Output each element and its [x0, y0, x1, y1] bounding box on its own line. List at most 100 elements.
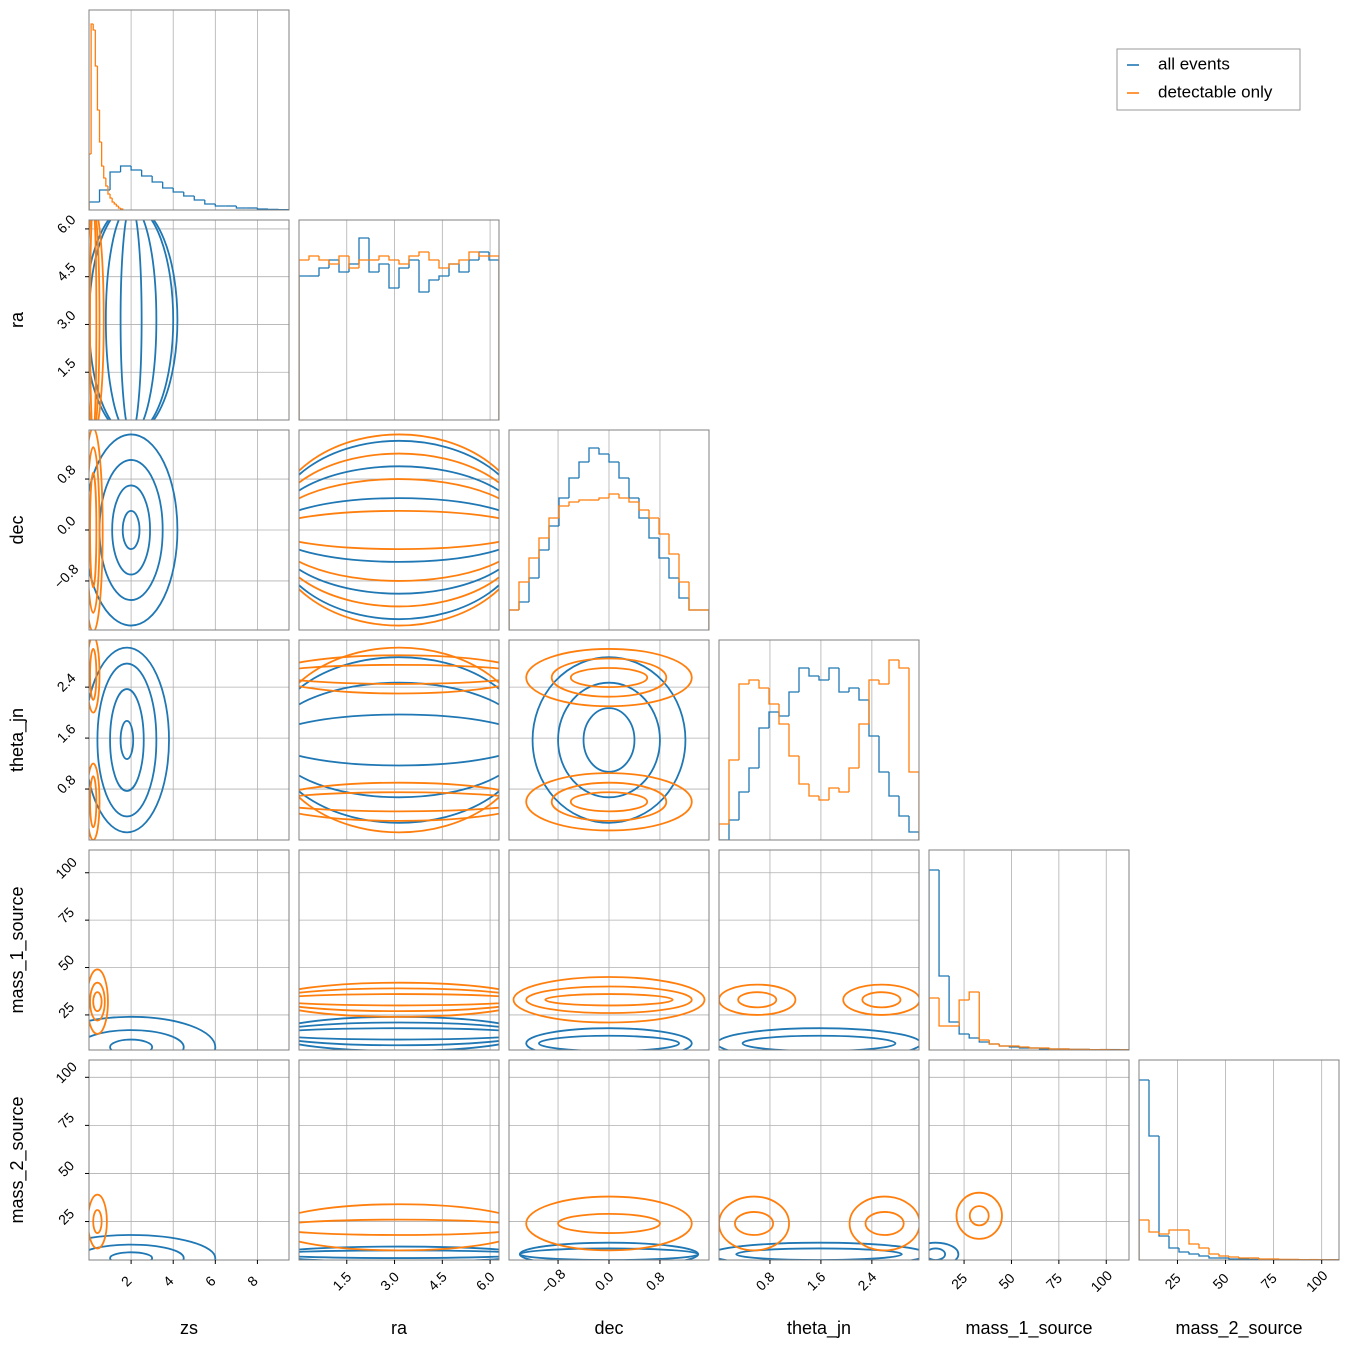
panel-content: [299, 237, 499, 420]
contour: [299, 656, 499, 824]
contour: [525, 1195, 693, 1252]
contour: [512, 976, 706, 1024]
y-tick-label: 50: [55, 1157, 77, 1179]
x-tick-label: 1.5: [329, 1268, 354, 1293]
contour: [89, 762, 101, 840]
panel-frame: [928, 1059, 1130, 1261]
histogram-step: [111, 198, 115, 203]
x-tick-label: 2: [118, 1273, 135, 1290]
contour: [92, 991, 103, 1013]
contour: [89, 1029, 185, 1050]
contour: [299, 791, 499, 813]
histogram-step: [668, 558, 679, 579]
histogram-step: [140, 170, 153, 177]
histogram-step: [568, 501, 579, 506]
contour: [89, 775, 98, 829]
y-tick-label: 4.5: [54, 259, 79, 284]
contour: [299, 452, 499, 608]
panel-content: [299, 433, 499, 627]
histogram-step: [868, 679, 879, 724]
histogram-step: [172, 188, 184, 193]
contour: [518, 1241, 700, 1260]
contour: [544, 993, 674, 1007]
contour: [719, 1195, 790, 1252]
x-tick-label: 8: [244, 1273, 261, 1290]
contour: [719, 983, 797, 1016]
histogram-step: [89, 153, 92, 210]
histogram-step: [256, 208, 268, 210]
contour: [89, 648, 98, 701]
histogram-step: [338, 260, 349, 273]
histogram-step: [193, 196, 205, 201]
histogram-step: [778, 712, 789, 717]
y-tick-label: 0.8: [54, 771, 79, 796]
histogram-step: [1238, 1257, 1249, 1259]
histogram-step: [318, 256, 329, 261]
histogram-step: [418, 260, 429, 293]
histogram-step: [868, 700, 879, 737]
histogram-step: [1168, 1229, 1179, 1234]
contour: [299, 497, 499, 563]
x-tick-label: 2.4: [854, 1268, 879, 1293]
histogram-step: [328, 260, 339, 265]
y-tick-label: 6.0: [54, 211, 79, 236]
histogram-step: [658, 538, 669, 559]
histogram-step: [348, 256, 359, 269]
histogram-step: [578, 499, 589, 502]
histogram-step: [100, 142, 104, 167]
panel-content: [719, 1195, 919, 1260]
histogram-step: [130, 166, 142, 171]
y-tick-label: 100: [52, 1058, 80, 1086]
histogram-step: [388, 256, 399, 261]
contour: [569, 791, 649, 813]
histogram-step: [518, 581, 529, 610]
histogram-step: [299, 259, 309, 420]
panel-frame: [88, 219, 290, 421]
histogram-step: [408, 259, 419, 268]
histogram-step: [898, 660, 909, 669]
y-tick-label: 100: [52, 854, 80, 882]
panel-content: [525, 648, 693, 832]
histogram-step: [398, 267, 409, 288]
histogram-step: [308, 255, 319, 260]
contour: [299, 1203, 499, 1252]
x-tick-label: 100: [1087, 1267, 1115, 1295]
legend-box: [1116, 48, 1301, 111]
contour: [89, 220, 98, 420]
contour: [557, 1212, 661, 1234]
contour: [734, 1211, 775, 1236]
contour: [109, 1251, 154, 1260]
histogram-step: [628, 498, 639, 503]
contour: [299, 1249, 499, 1259]
histogram-step: [1028, 1047, 1040, 1049]
histogram-step: [538, 549, 549, 578]
contour: [299, 987, 499, 1013]
histogram-step: [598, 448, 609, 455]
contour: [582, 707, 636, 773]
histogram-step: [548, 517, 559, 538]
histogram-step: [738, 791, 749, 820]
histogram-step: [115, 204, 119, 207]
contour: [968, 1205, 990, 1227]
panel-frame: [298, 219, 500, 421]
histogram-step: [929, 869, 940, 1050]
histogram-step: [388, 264, 399, 289]
contour: [550, 657, 668, 698]
histogram-step: [119, 165, 132, 172]
panel-content: [89, 23, 289, 210]
histogram-step: [1158, 1136, 1169, 1237]
x-tick-label: 50: [1209, 1270, 1231, 1292]
histogram-step: [107, 186, 111, 195]
contour: [119, 719, 135, 761]
legend-label: all events: [1158, 54, 1230, 73]
contour: [929, 1241, 960, 1260]
histogram-step: [1048, 1048, 1060, 1050]
contour: [531, 656, 687, 824]
histogram-step: [408, 255, 419, 264]
contour: [299, 646, 499, 834]
histogram-step: [378, 255, 389, 260]
panel-frame: [298, 639, 500, 841]
contour: [89, 430, 104, 630]
x-tick-label: −0.8: [538, 1266, 569, 1297]
